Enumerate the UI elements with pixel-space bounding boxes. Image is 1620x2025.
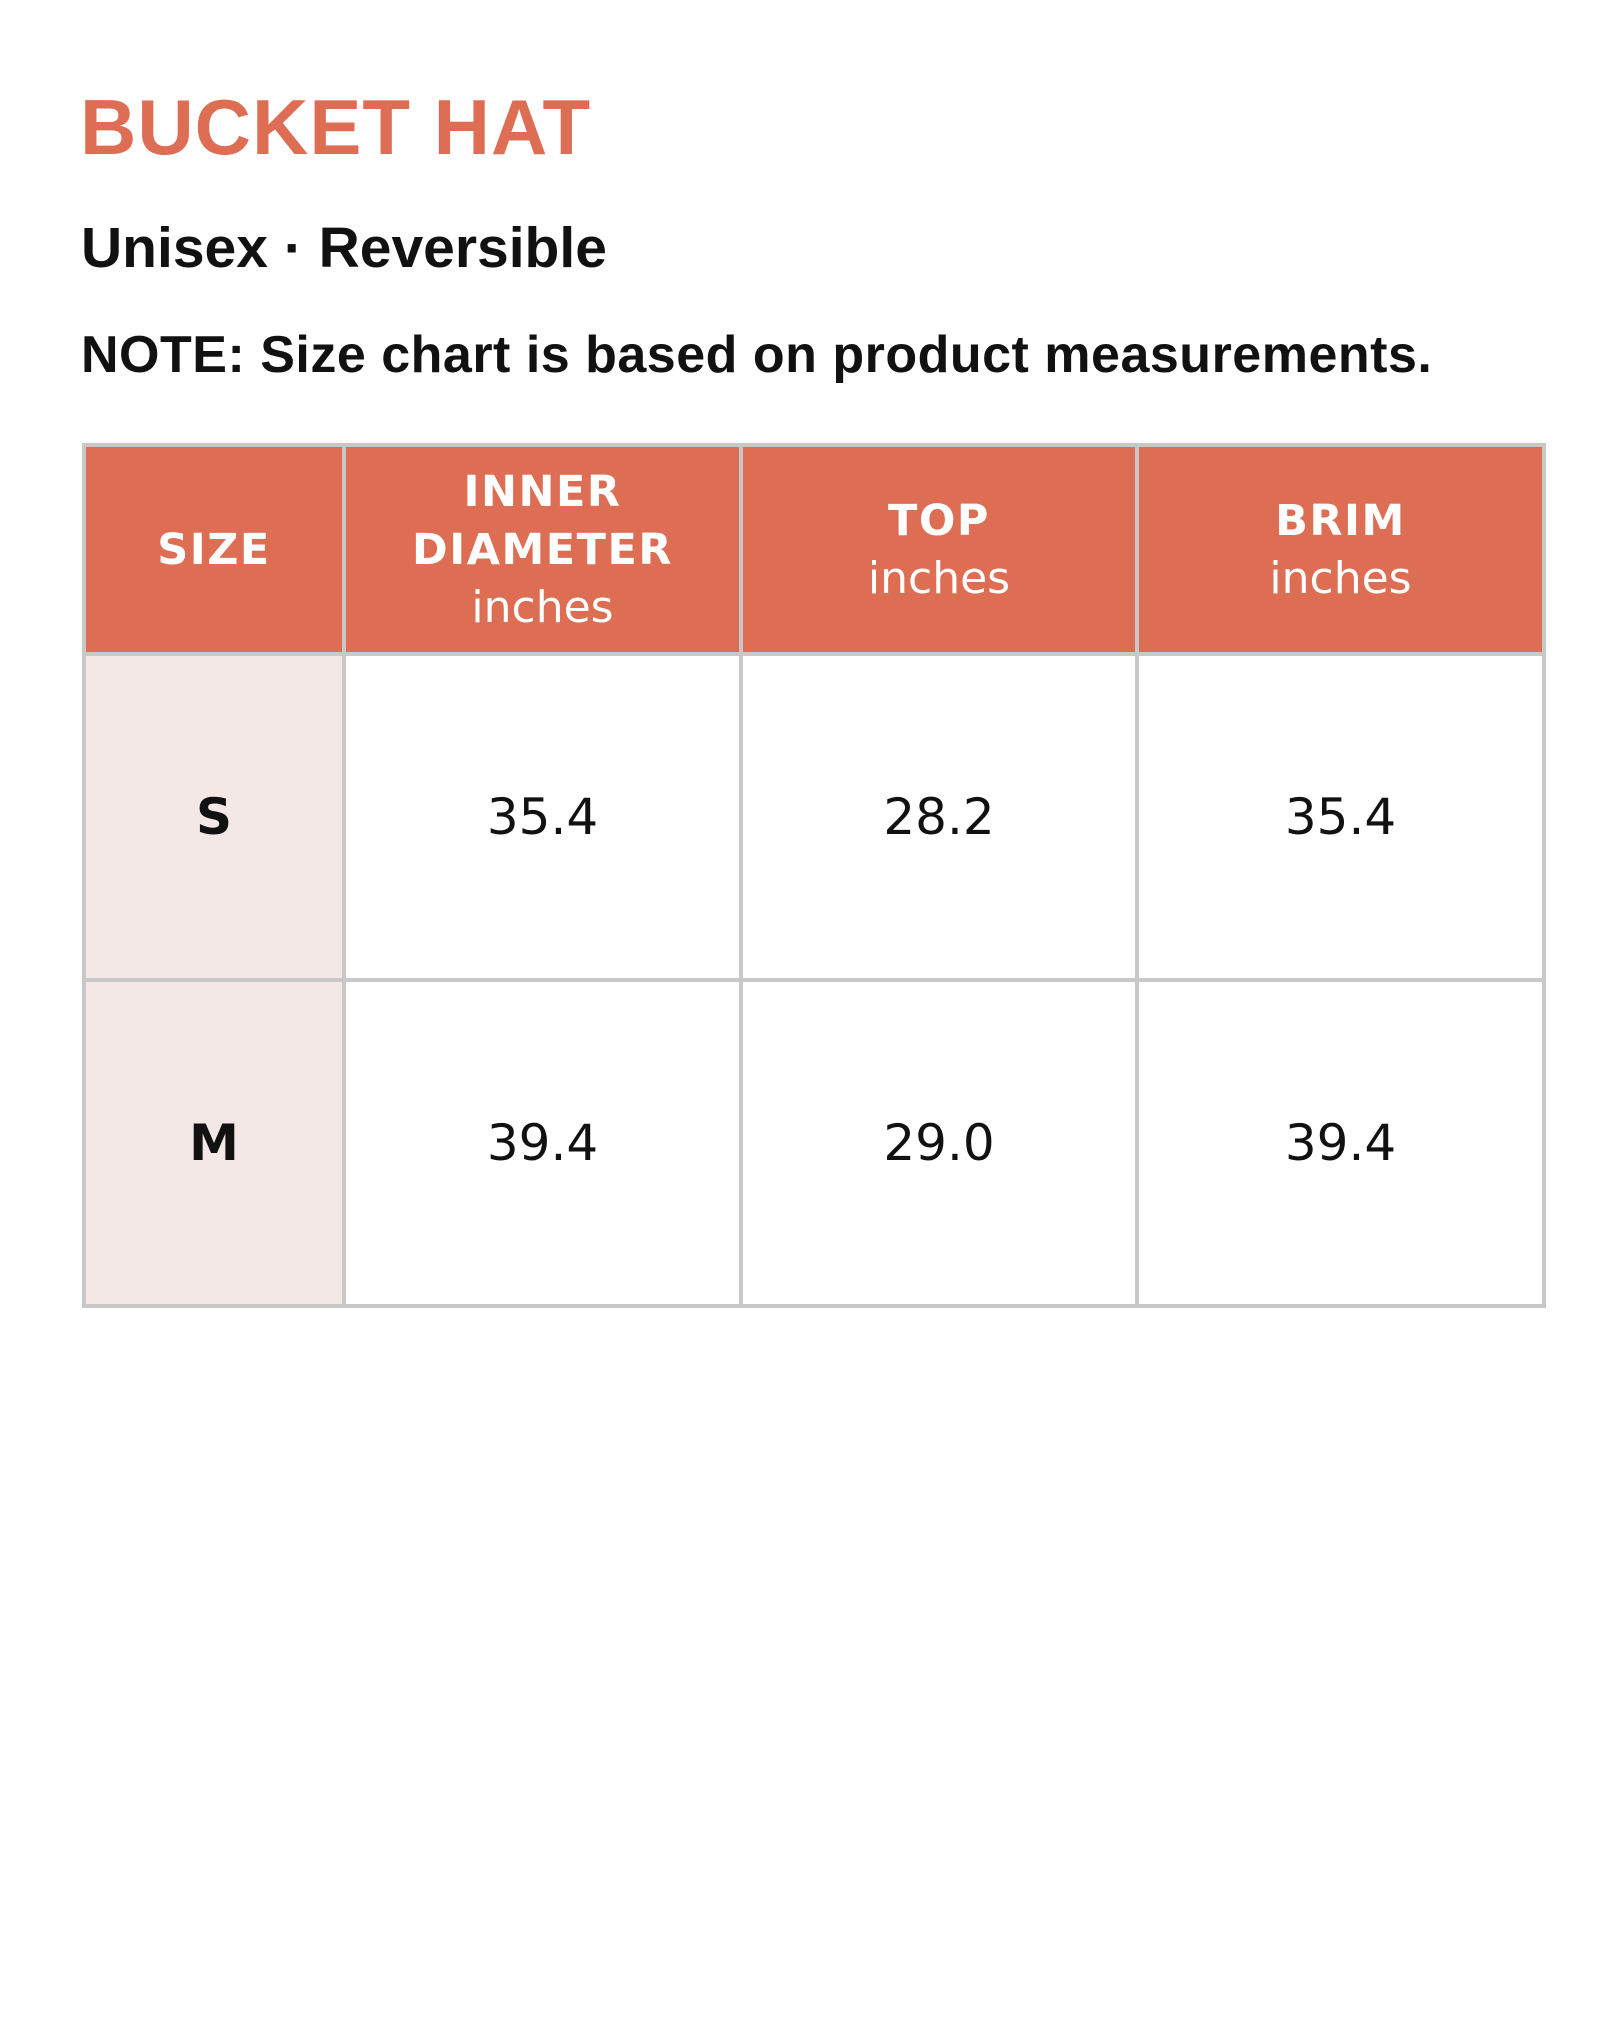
- measure-cell: 28.2: [739, 652, 1139, 982]
- size-table: SIZE INNER DIAMETER inches TOP inches BRIM inc…: [82, 443, 1546, 1308]
- column-header: SIZE: [82, 443, 346, 656]
- measure-cell: 29.0: [739, 978, 1139, 1308]
- column-name: INNER DIAMETER: [412, 466, 673, 575]
- title: BUCKET HAT: [80, 83, 592, 171]
- column-name: TOP: [888, 495, 990, 546]
- measure-cell: 39.4: [342, 978, 743, 1308]
- size-cell: S: [82, 652, 346, 982]
- table-row: M 39.4 29.0 39.4: [82, 978, 1546, 1308]
- column-name: SIZE: [157, 524, 271, 575]
- column-unit: inches: [1269, 552, 1412, 604]
- table-row: S 35.4 28.2 35.4: [82, 652, 1546, 982]
- column-header: TOP inches: [739, 443, 1139, 656]
- measure-cell: 35.4: [1135, 652, 1546, 982]
- measure-cell: 35.4: [342, 652, 743, 982]
- column-name: BRIM: [1275, 495, 1406, 546]
- column-header: BRIM inches: [1135, 443, 1546, 656]
- column-unit: inches: [867, 552, 1011, 604]
- size-cell: M: [82, 978, 346, 1308]
- subtitle: Unisex · Reversible: [81, 216, 607, 280]
- measure-cell: 39.4: [1135, 978, 1546, 1308]
- note: NOTE: Size chart is based on product mea…: [81, 326, 1433, 384]
- column-unit: inches: [471, 581, 614, 633]
- column-header: INNER DIAMETER inches: [342, 443, 743, 656]
- header-row: SIZE INNER DIAMETER inches TOP inches BRIM inc…: [82, 443, 1546, 656]
